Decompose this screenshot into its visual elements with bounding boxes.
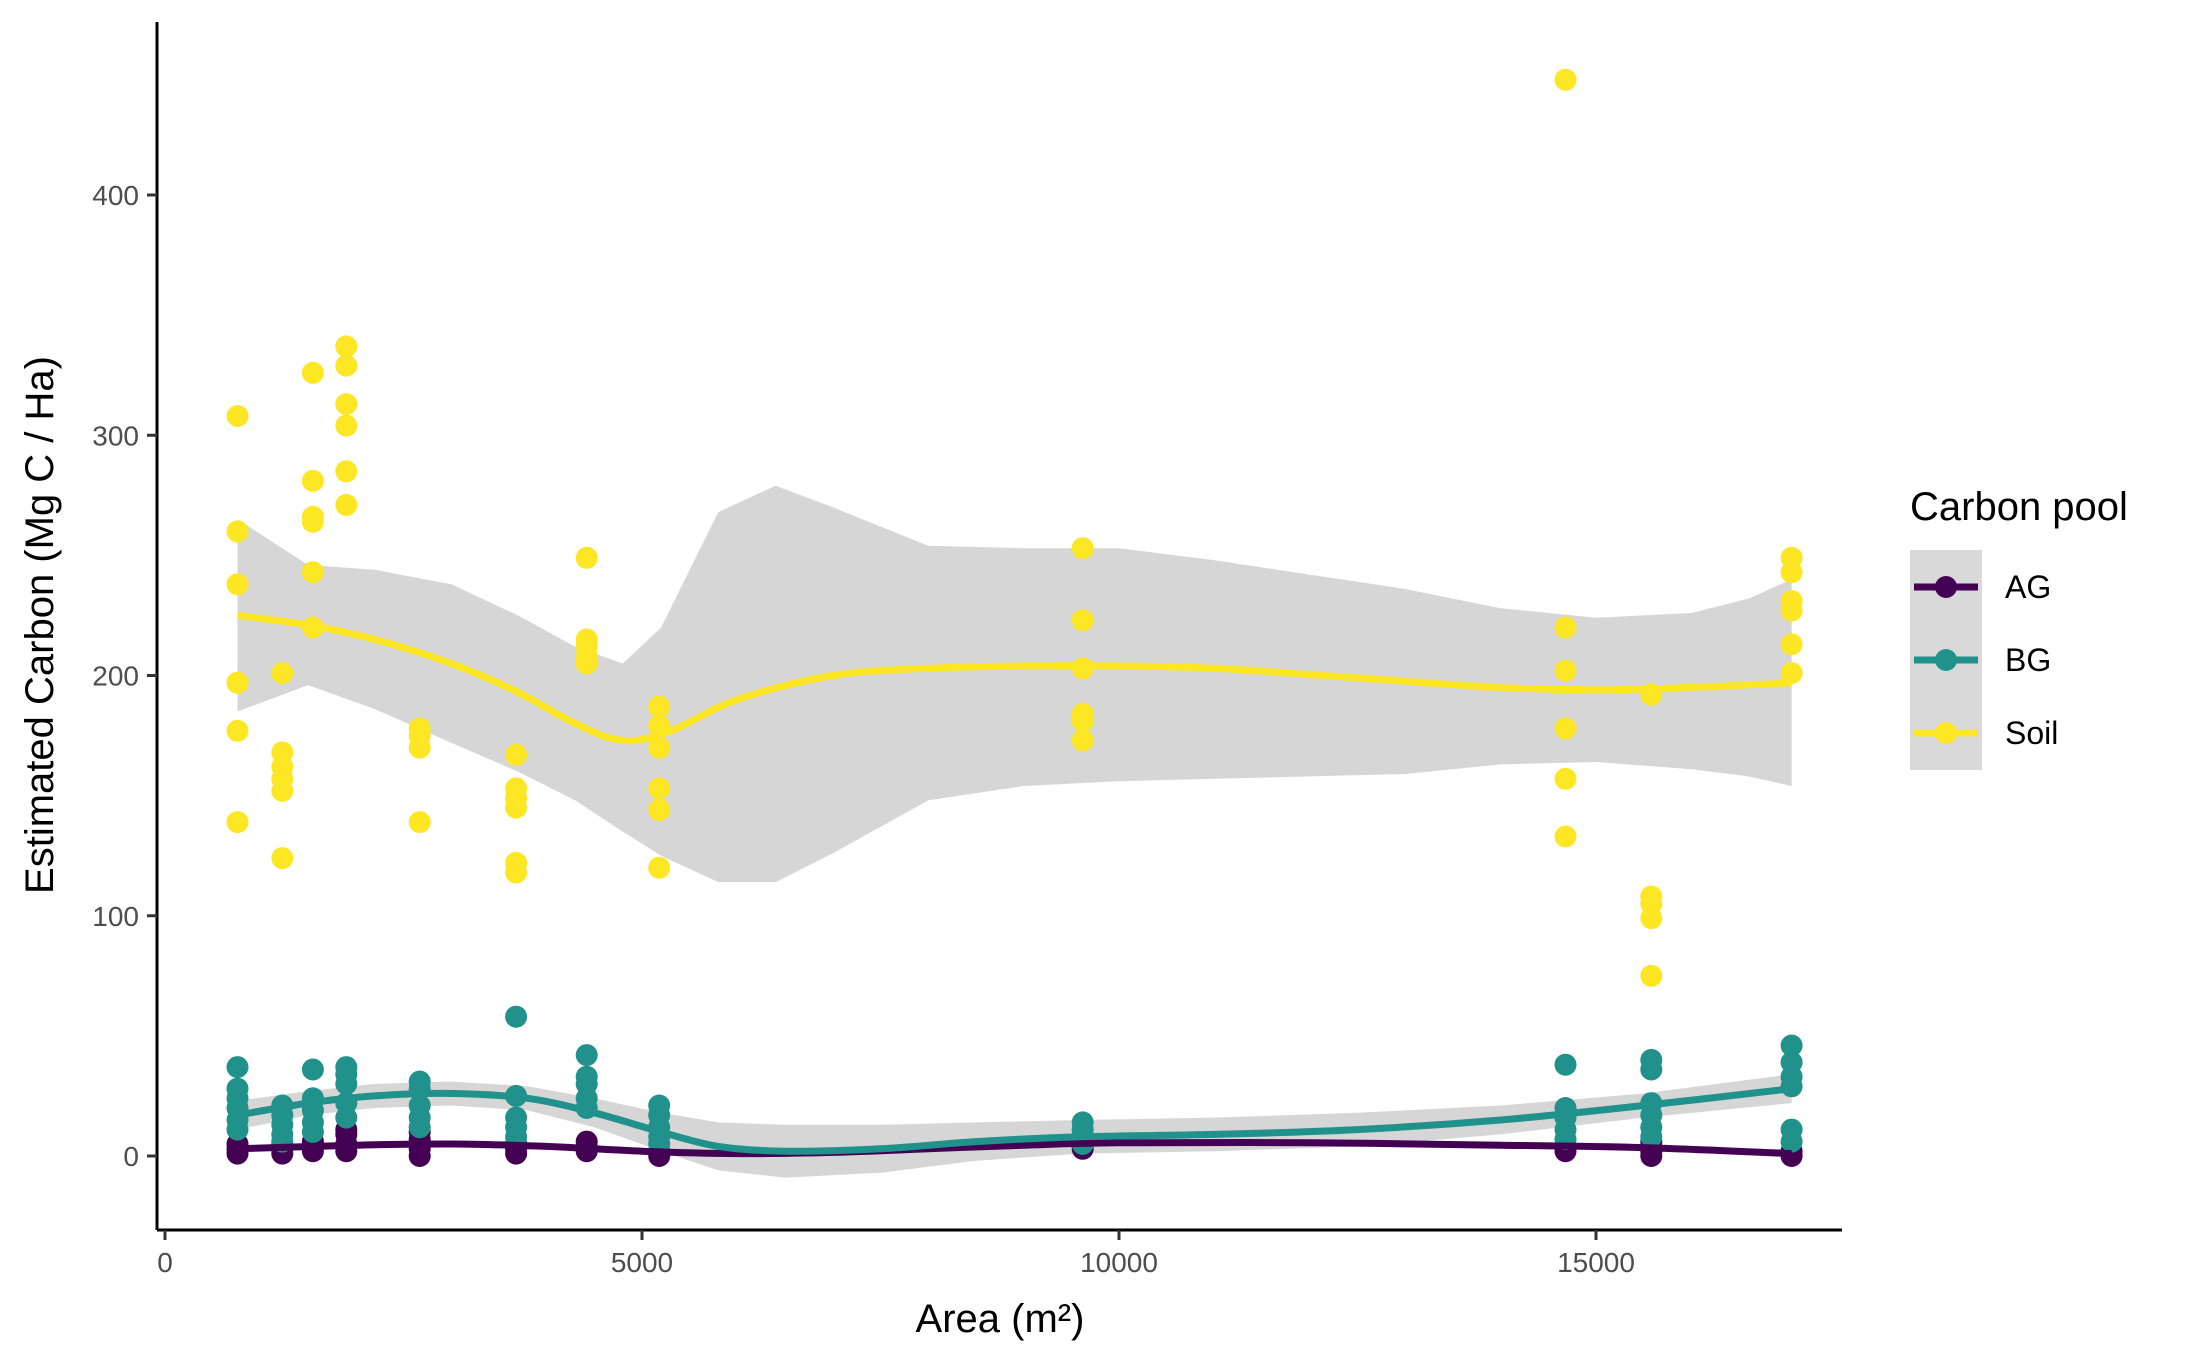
point-soil bbox=[1071, 729, 1094, 752]
point-bg bbox=[335, 1106, 358, 1129]
x-axis-title: Area (m²) bbox=[916, 1297, 1085, 1341]
smooth-line-soil bbox=[237, 611, 1792, 745]
y-axis-title: Estimated Carbon (Mg C / Ha) bbox=[18, 356, 62, 894]
legend: Carbon pool AG BG Soil bbox=[1910, 485, 2128, 770]
y-axis-ticks: 0 100 200 300 400 bbox=[92, 180, 157, 1172]
point-soil bbox=[226, 573, 249, 596]
smooth-line-bg bbox=[236, 1085, 1792, 1155]
legend-point-bg bbox=[1935, 649, 1957, 671]
point-soil bbox=[1780, 662, 1803, 685]
legend-item-ag: AG bbox=[1914, 569, 2051, 605]
point-soil bbox=[335, 393, 358, 415]
x-tick-label: 10000 bbox=[1080, 1247, 1158, 1278]
smooth-lines bbox=[236, 611, 1792, 1158]
x-tick-label: 0 bbox=[157, 1247, 173, 1278]
point-soil bbox=[648, 777, 671, 800]
point-bg bbox=[335, 1072, 358, 1095]
point-soil bbox=[575, 652, 598, 675]
point-soil bbox=[226, 811, 249, 834]
point-soil bbox=[301, 469, 324, 492]
point-soil bbox=[1554, 616, 1577, 639]
x-tick-label: 15000 bbox=[1557, 1247, 1635, 1278]
legend-title: Carbon pool bbox=[1910, 485, 2128, 529]
point-soil bbox=[226, 671, 249, 694]
point-soil bbox=[648, 856, 671, 879]
point-soil bbox=[1640, 907, 1663, 930]
point-soil bbox=[505, 743, 528, 766]
point-bg bbox=[1780, 1034, 1803, 1057]
point-soil bbox=[1554, 767, 1577, 790]
point-soil bbox=[1071, 609, 1094, 632]
confidence-bands bbox=[237, 485, 1792, 1178]
point-soil bbox=[1554, 659, 1577, 682]
y-tick-label: 0 bbox=[123, 1141, 139, 1172]
point-soil bbox=[301, 561, 324, 584]
point-bg bbox=[226, 1056, 249, 1079]
point-soil bbox=[335, 493, 358, 516]
x-tick-label: 5000 bbox=[611, 1247, 673, 1278]
legend-item-soil: Soil bbox=[1914, 715, 2058, 751]
point-soil bbox=[226, 520, 249, 543]
point-soil bbox=[1554, 717, 1577, 740]
y-tick-label: 400 bbox=[92, 180, 139, 211]
point-bg bbox=[505, 1005, 528, 1028]
point-soil bbox=[1780, 599, 1803, 622]
point-soil bbox=[271, 662, 294, 685]
point-soil bbox=[1071, 710, 1094, 733]
point-soil bbox=[301, 361, 324, 384]
legend-label-bg: BG bbox=[2005, 642, 2051, 678]
point-bg bbox=[1780, 1130, 1803, 1153]
point-bg bbox=[226, 1118, 249, 1141]
point-soil bbox=[301, 510, 324, 533]
point-soil bbox=[226, 719, 249, 742]
legend-point-ag bbox=[1935, 576, 1957, 598]
point-soil bbox=[1780, 633, 1803, 656]
point-bg bbox=[1640, 1058, 1663, 1081]
confidence-band-bg bbox=[237, 1074, 1792, 1178]
y-tick-label: 200 bbox=[92, 661, 139, 692]
point-soil bbox=[1071, 537, 1094, 560]
legend-label-ag: AG bbox=[2005, 569, 2051, 605]
point-soil bbox=[335, 460, 358, 483]
point-soil bbox=[226, 405, 249, 427]
point-bg bbox=[1640, 1125, 1663, 1148]
point-bg bbox=[408, 1116, 431, 1139]
point-soil bbox=[648, 695, 671, 718]
point-bg bbox=[1554, 1053, 1577, 1076]
point-soil bbox=[271, 847, 294, 870]
point-soil bbox=[271, 779, 294, 802]
point-soil bbox=[1554, 68, 1577, 91]
point-bg bbox=[575, 1044, 598, 1067]
point-soil bbox=[1640, 964, 1663, 987]
y-tick-label: 100 bbox=[92, 901, 139, 932]
point-bg bbox=[301, 1121, 324, 1143]
point-soil bbox=[575, 546, 598, 569]
point-bg bbox=[301, 1058, 324, 1081]
legend-item-bg: BG bbox=[1914, 642, 2051, 678]
point-soil bbox=[505, 861, 528, 884]
point-soil bbox=[505, 796, 528, 819]
point-soil bbox=[1780, 561, 1803, 584]
point-soil bbox=[335, 335, 358, 358]
point-soil bbox=[648, 799, 671, 821]
point-soil bbox=[648, 736, 671, 759]
point-soil bbox=[335, 414, 358, 437]
legend-point-soil bbox=[1935, 722, 1957, 744]
point-soil bbox=[1554, 825, 1577, 848]
x-axis-ticks: 0 5000 10000 15000 bbox=[157, 1230, 1635, 1278]
y-tick-label: 300 bbox=[92, 420, 139, 451]
point-soil bbox=[408, 811, 431, 834]
legend-label-soil: Soil bbox=[2005, 715, 2058, 751]
point-soil bbox=[408, 736, 431, 759]
confidence-band-soil bbox=[237, 485, 1792, 883]
point-soil bbox=[335, 354, 358, 377]
